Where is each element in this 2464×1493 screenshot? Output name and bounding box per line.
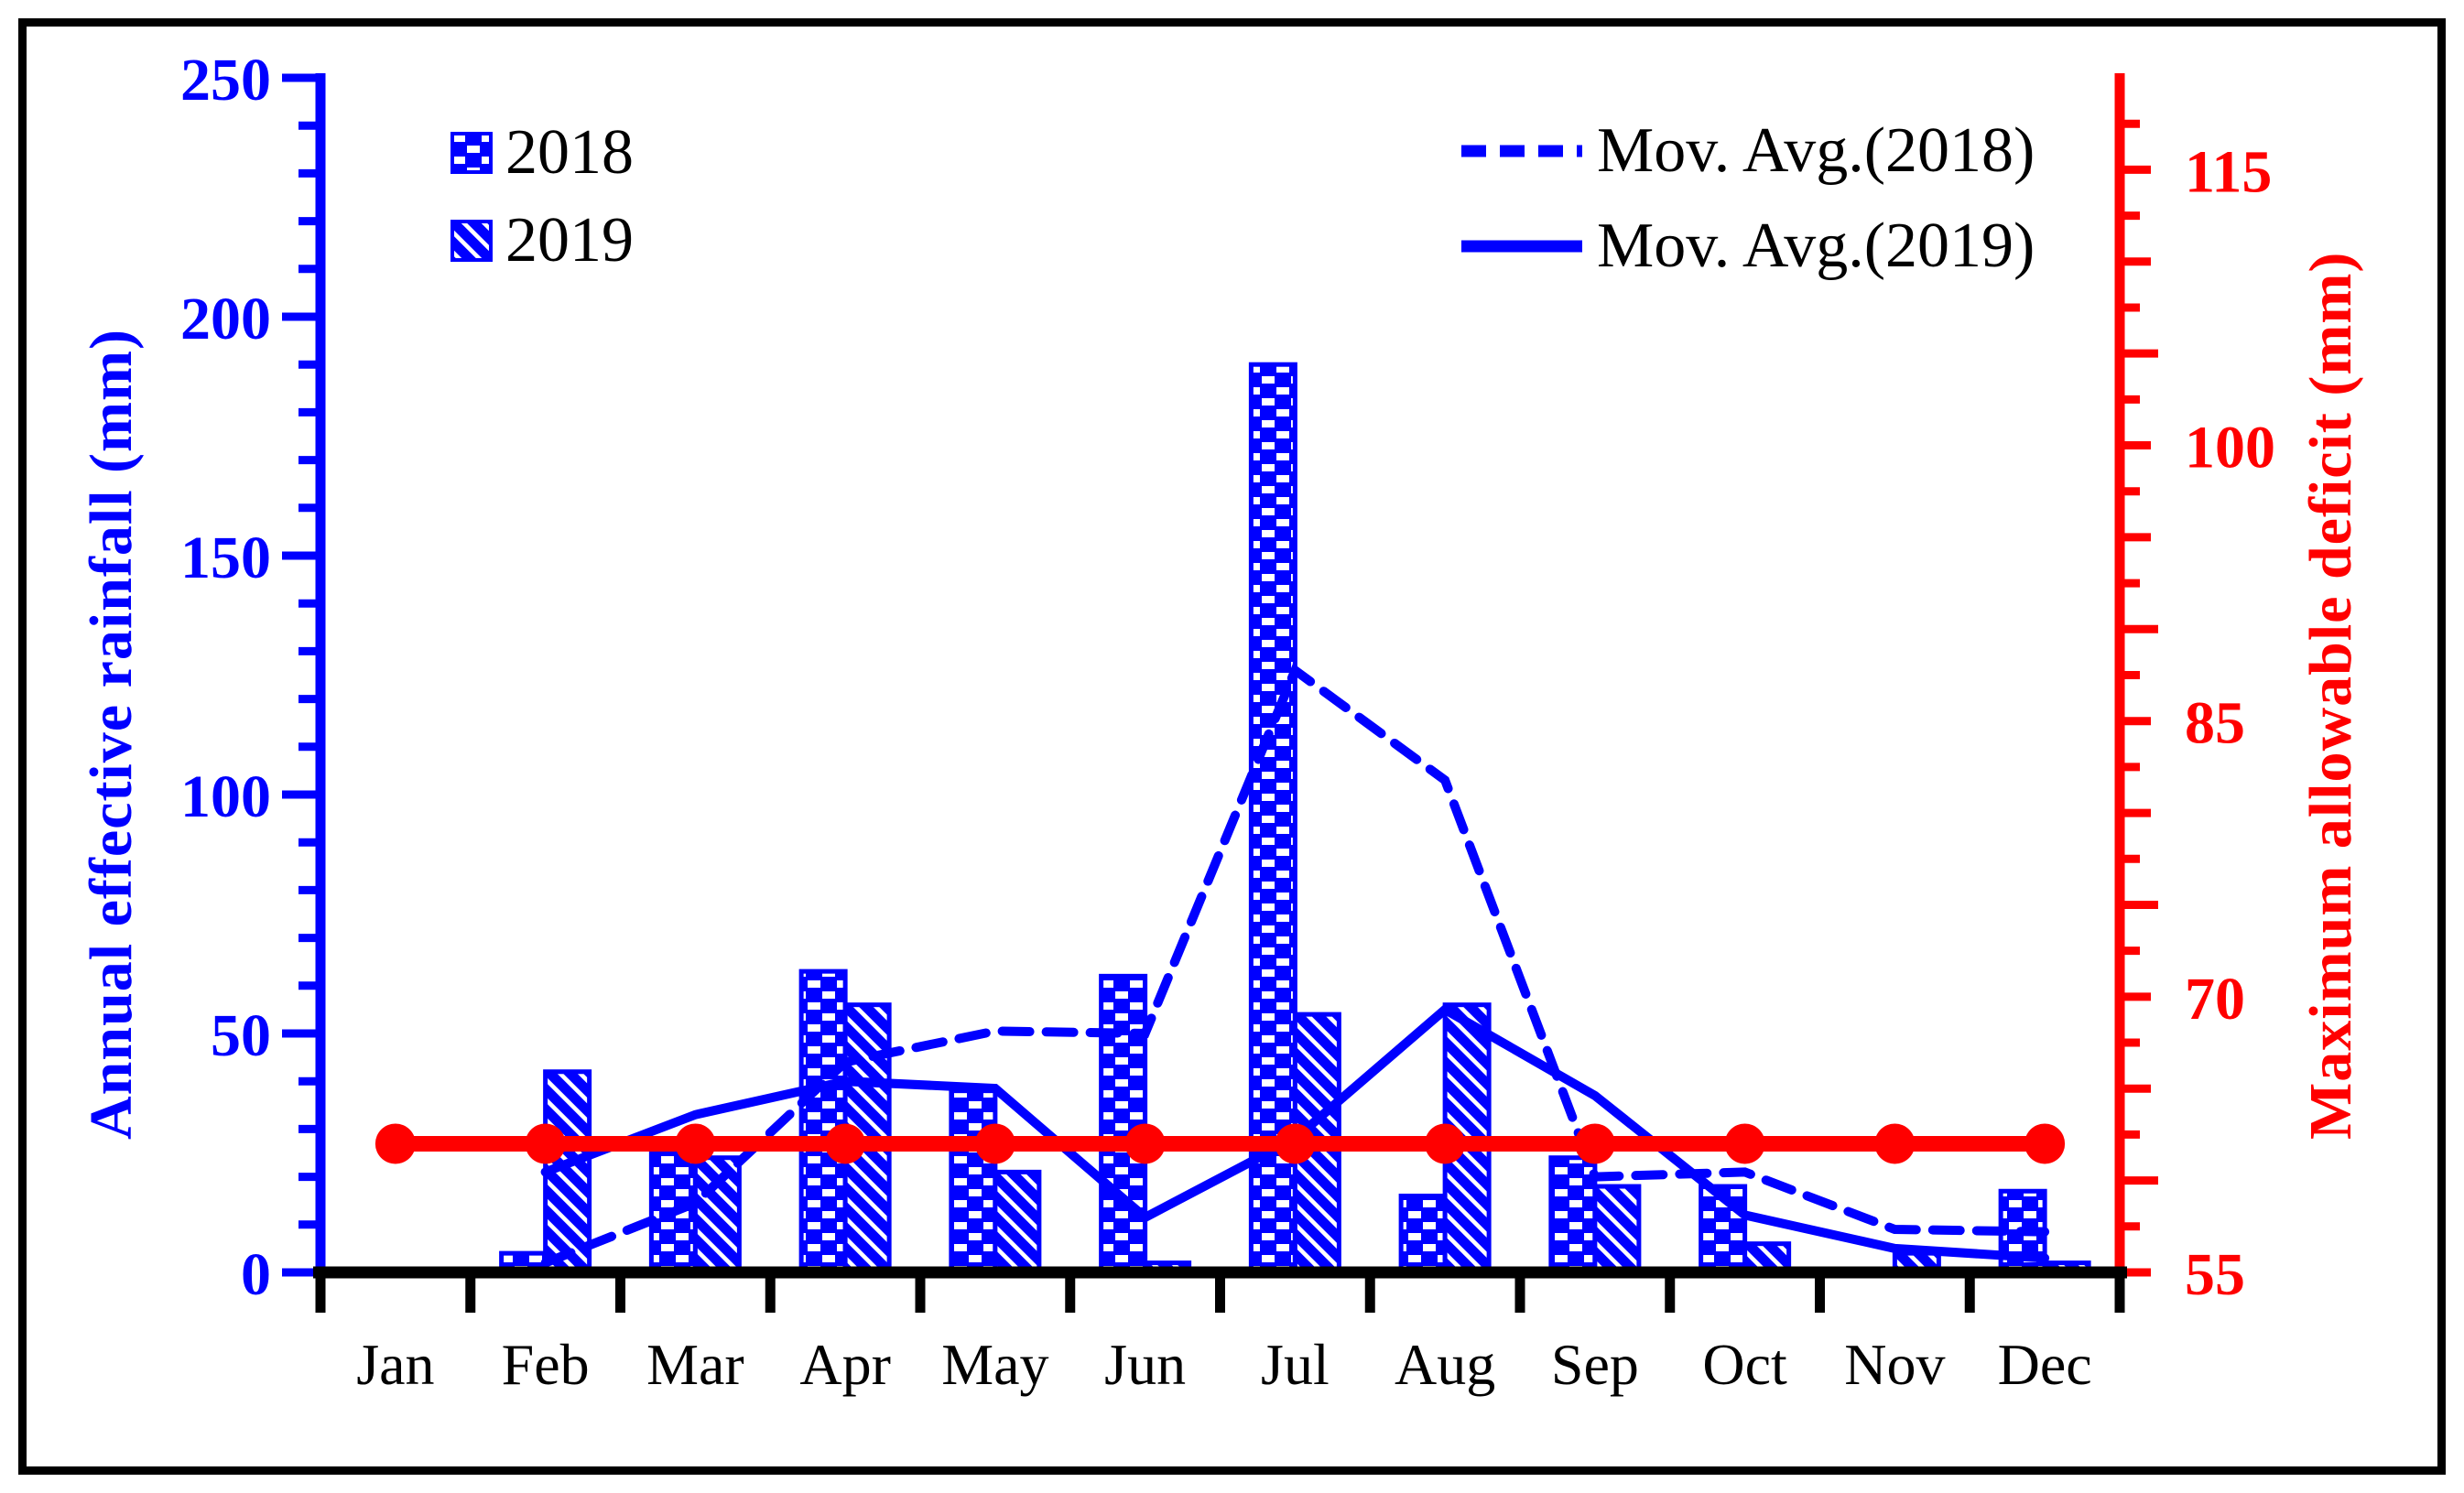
left-axis-tick-label: 100 <box>180 763 271 830</box>
legend-label: Mov. Avg.(2018) <box>1597 115 2035 186</box>
deficit-marker-Sep <box>1574 1123 1615 1164</box>
x-axis-label-Jan: Jan <box>356 1332 434 1397</box>
deficit-marker-Oct <box>1724 1123 1765 1164</box>
deficit-marker-Nov <box>1874 1123 1916 1164</box>
x-axis-label-Oct: Oct <box>1702 1332 1787 1397</box>
checker-swatch-icon <box>450 132 493 174</box>
deficit-marker-Mar <box>675 1123 716 1164</box>
deficit-marker-Feb <box>525 1123 566 1164</box>
deficit-marker-Jan <box>374 1123 416 1164</box>
bar-2018-Apr <box>798 968 848 1275</box>
right-axis-tick-label: 85 <box>2185 690 2245 757</box>
right-axis-title: Maximum allowable deficit (mm) <box>2297 251 2364 1140</box>
deficit-marker-Apr <box>825 1123 866 1164</box>
bar-2018-May <box>949 1088 998 1275</box>
deficit-marker-Jun <box>1124 1123 1166 1164</box>
dashed-line-swatch-icon <box>1461 145 1582 157</box>
deficit-line-series <box>374 1123 2066 1164</box>
right-axis-tick-label: 55 <box>2185 1241 2245 1308</box>
x-axis-label-Apr: Apr <box>799 1332 891 1397</box>
legend-item-2018: 2018 <box>450 115 634 190</box>
right-axis-tick-label: 100 <box>2185 415 2275 481</box>
x-axis-label-Feb: Feb <box>502 1332 590 1397</box>
deficit-marker-May <box>974 1123 1015 1164</box>
legend-item-2019: 2019 <box>450 203 634 278</box>
deficit-marker-Dec <box>2024 1123 2066 1164</box>
left-axis-tick-label: 250 <box>180 47 271 114</box>
left-axis-tick-label: 200 <box>180 286 271 352</box>
right-axis-tick-label: 115 <box>2185 138 2272 205</box>
diagonal-swatch-icon <box>450 220 493 262</box>
axes: 0 50 100 150 200 250 55 70 85 100 115 Jan Feb Mar Apr M… <box>180 47 2275 1397</box>
legend-item-mov-avg-2018: Mov. Avg.(2018) <box>1460 114 2035 189</box>
x-axis-label-Nov: Nov <box>1844 1332 1945 1397</box>
legend-bars: 2018 2019 <box>450 115 634 278</box>
right-axis-tick-label: 70 <box>2185 966 2245 1033</box>
x-axis-label-Jul: Jul <box>1261 1332 1330 1397</box>
x-axis-label-May: May <box>941 1332 1048 1397</box>
deficit-marker-Jul <box>1275 1123 1316 1164</box>
x-axis-label-Sep: Sep <box>1551 1332 1639 1397</box>
x-axis-label-Aug: Aug <box>1395 1332 1495 1397</box>
left-axis-title: Annual effective rainfall (mm) <box>78 329 145 1140</box>
deficit-marker-Aug <box>1425 1123 1466 1164</box>
figure-border <box>18 18 2446 1475</box>
legend-label: 2019 <box>505 205 634 276</box>
solid-line-swatch-icon <box>1461 240 1582 253</box>
legend-label: 2018 <box>505 117 634 188</box>
x-axis-label-Jun: Jun <box>1104 1332 1186 1397</box>
left-axis-tick-label: 50 <box>211 1002 271 1069</box>
moving-avg-2018-line <box>540 663 2050 1268</box>
legend-item-mov-avg-2019: Mov. Avg.(2019) <box>1460 209 2035 284</box>
left-axis-tick-label: 0 <box>241 1241 271 1308</box>
left-axis-tick-label: 150 <box>180 525 271 591</box>
bar-2019-Sep <box>1592 1184 1642 1275</box>
legend-moving-averages: Mov. Avg.(2018) Mov. Avg.(2019) <box>1460 114 2035 284</box>
legend-label: Mov. Avg.(2019) <box>1597 211 2035 281</box>
x-axis-label-Dec: Dec <box>1998 1332 2092 1397</box>
x-axis-label-Mar: Mar <box>646 1332 744 1397</box>
